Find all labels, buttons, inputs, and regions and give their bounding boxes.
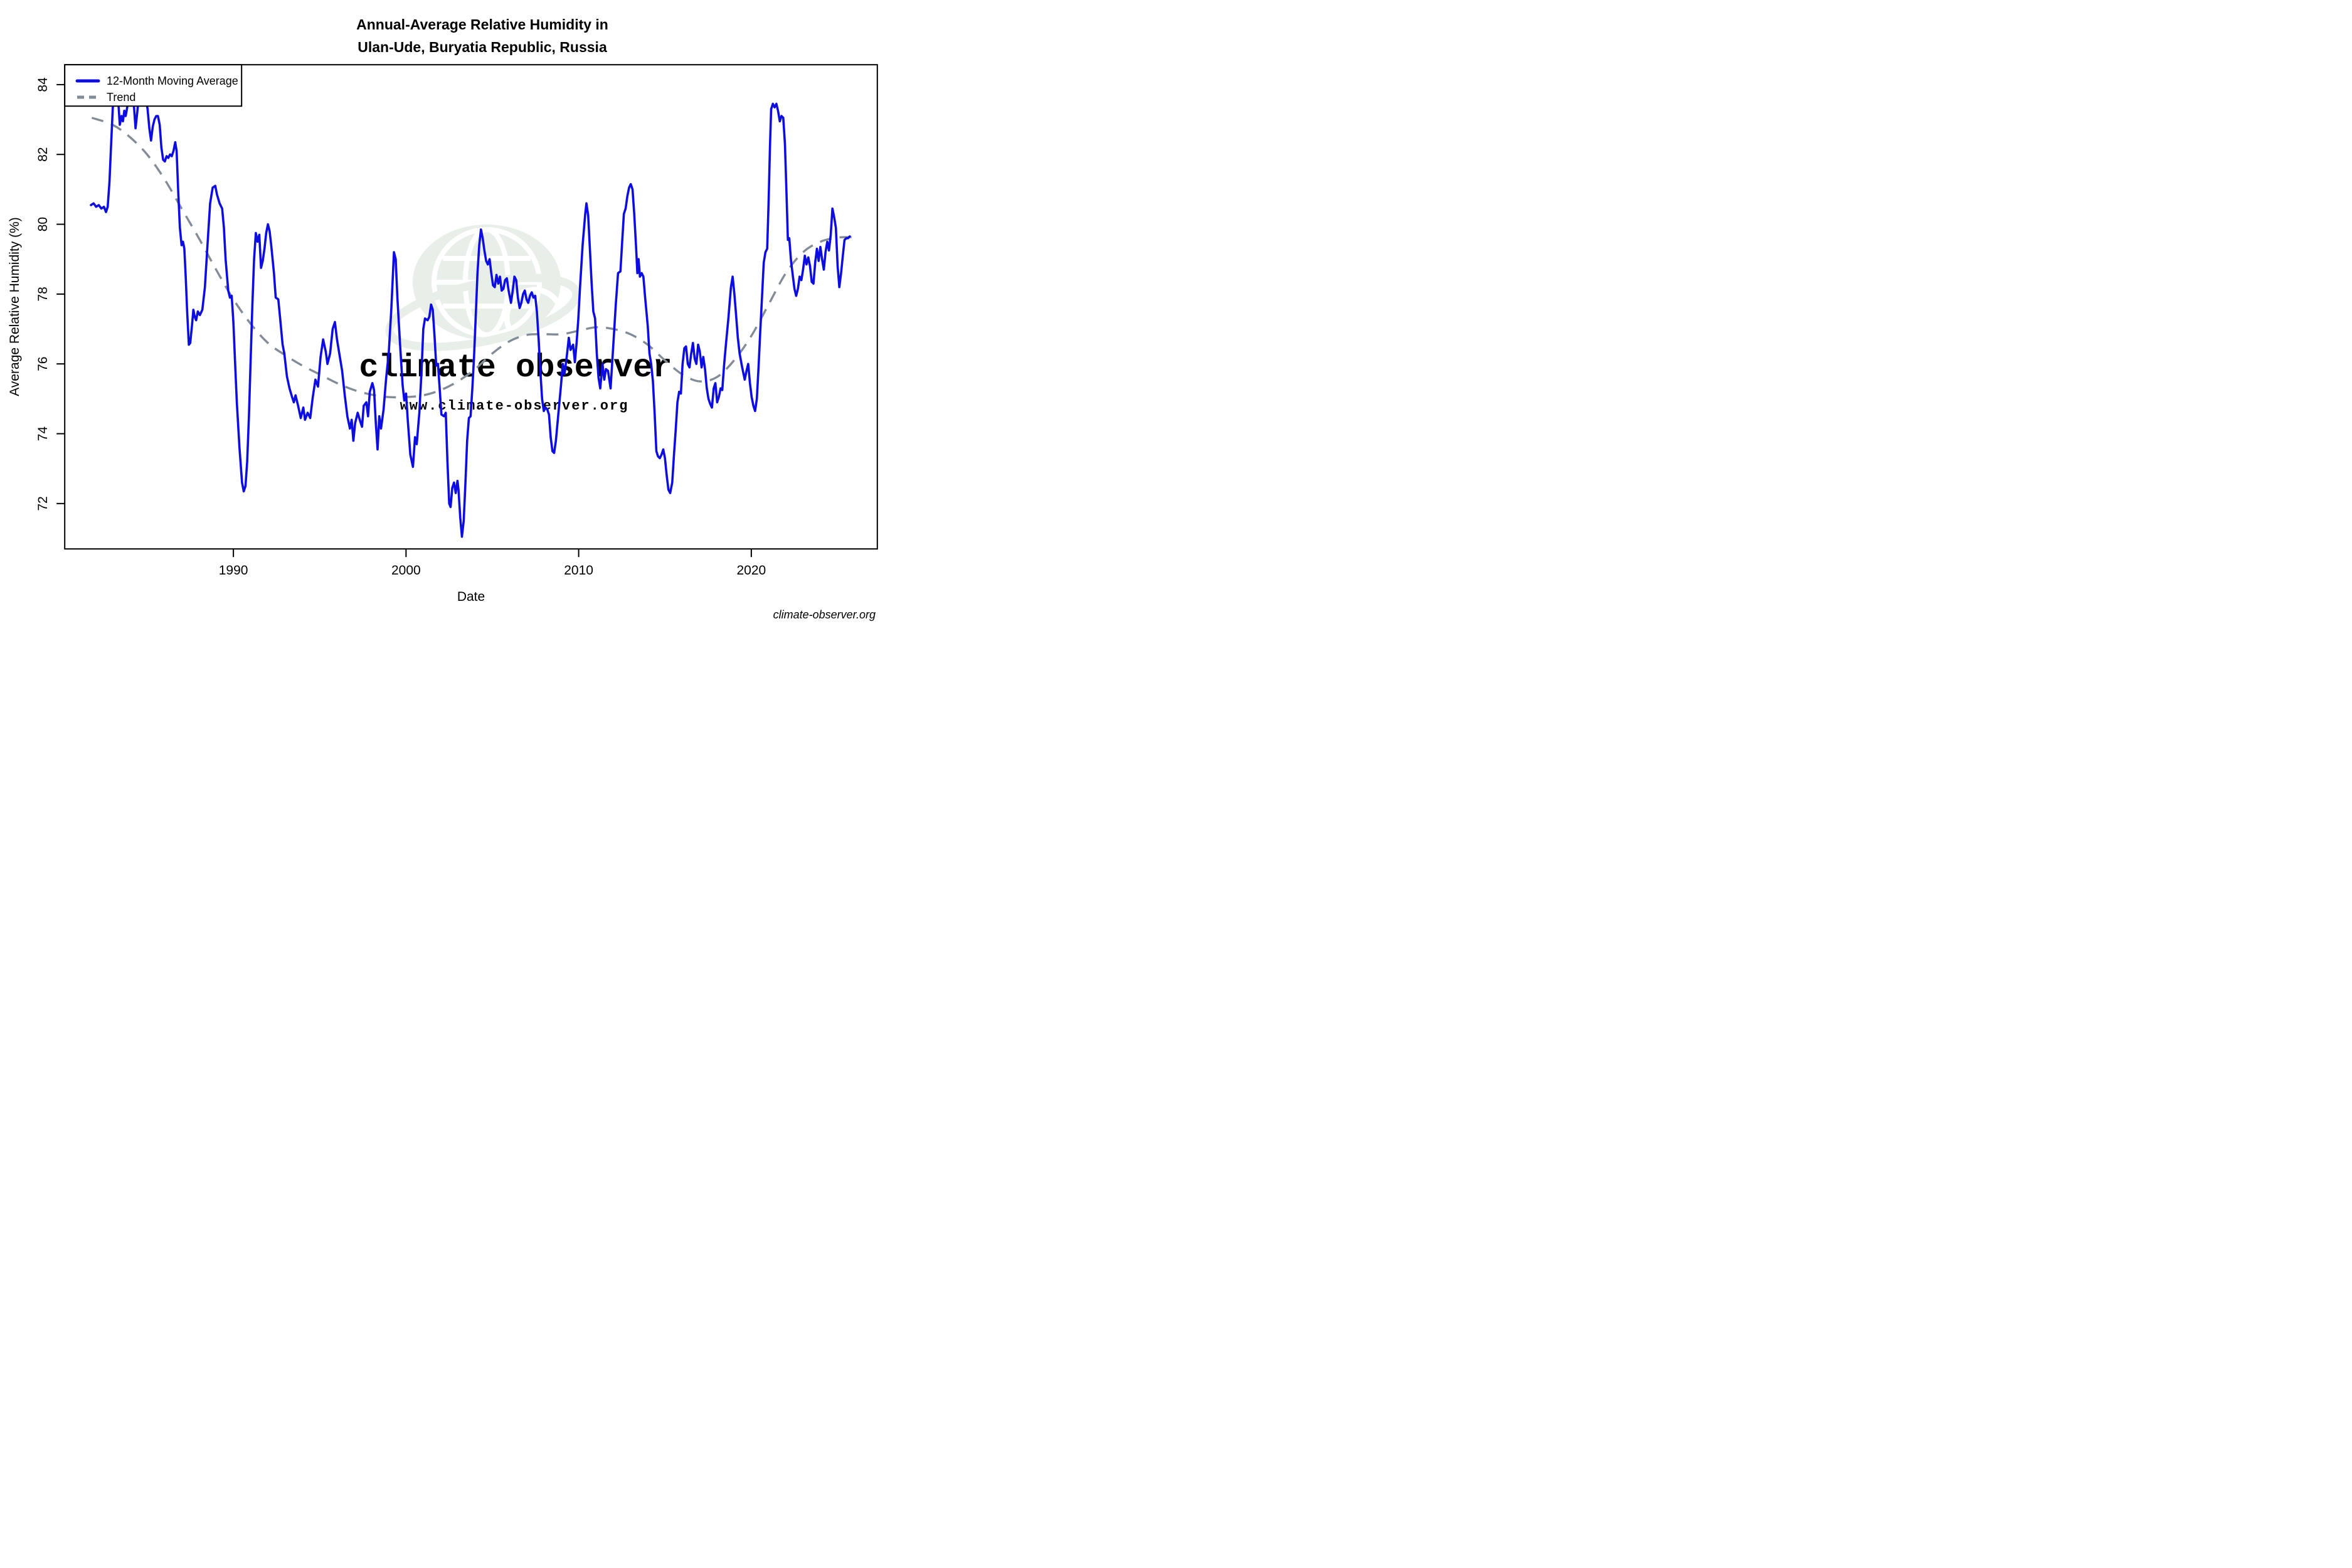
y-tick-label: 76 — [36, 357, 50, 371]
globe-lines — [432, 227, 542, 337]
y-tick-label: 84 — [36, 77, 50, 92]
y-tick-label: 78 — [36, 287, 50, 301]
y-tick-label: 72 — [36, 496, 50, 511]
footer-site-link[interactable]: climate-observer.org — [773, 608, 876, 621]
plot-content: 1990 2000 2010 2020 72 74 76 78 80 82 84 — [36, 66, 854, 578]
y-tick-label: 80 — [36, 217, 50, 231]
y-tick-label: 74 — [36, 426, 50, 442]
legend-label-trend: Trend — [107, 91, 135, 103]
x-axis-title: Date — [457, 590, 485, 604]
y-tick-label: 82 — [36, 147, 50, 162]
x-tick-label: 1990 — [219, 563, 248, 578]
x-tick-label: 2010 — [564, 563, 593, 578]
plot-border — [64, 64, 878, 550]
chart-title-line1: Annual-Average Relative Humidity in — [356, 16, 608, 33]
chart-title-line2: Ulan-Ude, Buryatia Republic, Russia — [358, 39, 607, 55]
x-tick-label: 2000 — [391, 563, 421, 578]
legend-box — [64, 64, 243, 107]
humidity-chart-page: climate observer www.climate-observer.or… — [0, 0, 941, 627]
watermark: climate observer www.climate-observer.or… — [359, 225, 672, 414]
moving-average-line — [90, 66, 851, 538]
x-tick-label: 2020 — [737, 563, 766, 578]
legend-label-moving-average: 12-Month Moving Average — [107, 75, 238, 87]
y-axis-title: Average Relative Humidity (%) — [8, 217, 22, 396]
trend-line — [91, 117, 854, 399]
chart-canvas: climate observer www.climate-observer.or… — [8, 16, 878, 621]
watermark-brand-text: climate observer — [359, 349, 672, 386]
watermark-url-text: www.climate-observer.org — [400, 398, 629, 414]
legend: 12-Month Moving Average Trend — [64, 64, 243, 107]
